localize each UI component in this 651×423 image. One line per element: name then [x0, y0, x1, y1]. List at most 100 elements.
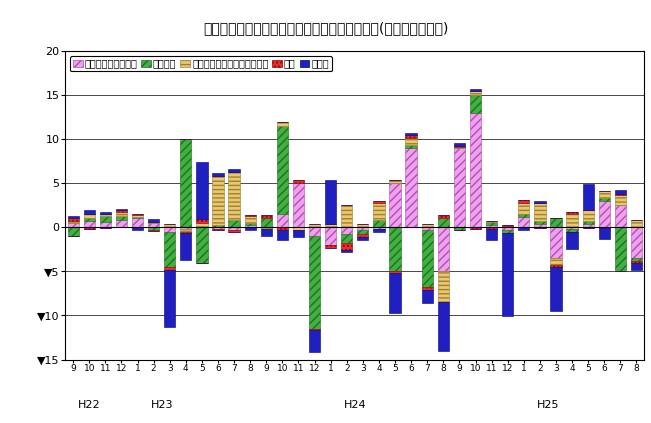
Bar	[615, 195, 626, 205]
Bar	[100, 216, 111, 222]
Bar	[422, 287, 433, 290]
Bar	[470, 113, 481, 227]
Bar	[486, 225, 497, 227]
Bar	[100, 222, 111, 227]
Bar	[309, 236, 320, 329]
Bar	[116, 216, 127, 220]
Bar	[470, 89, 481, 91]
Bar	[277, 122, 288, 126]
Bar	[518, 203, 529, 214]
Bar	[68, 227, 79, 236]
Bar	[245, 225, 256, 227]
Bar	[373, 220, 385, 227]
Bar	[229, 230, 240, 232]
Bar	[437, 215, 449, 218]
Bar	[357, 234, 368, 237]
Bar	[341, 227, 352, 234]
Bar	[116, 220, 127, 227]
Bar	[212, 176, 224, 225]
Bar	[534, 201, 546, 203]
Bar	[534, 221, 546, 224]
Bar	[260, 227, 272, 228]
Bar	[212, 173, 224, 176]
Bar	[164, 269, 175, 327]
Bar	[245, 227, 256, 230]
Bar	[116, 211, 127, 212]
Bar	[550, 265, 562, 267]
Bar	[180, 227, 191, 229]
Bar	[100, 212, 111, 214]
Bar	[486, 227, 497, 229]
Bar	[293, 227, 304, 230]
Bar	[502, 233, 514, 316]
Bar	[437, 302, 449, 351]
Bar	[180, 139, 191, 227]
Bar	[245, 223, 256, 225]
Bar	[357, 227, 368, 230]
Bar	[309, 329, 320, 330]
Bar	[437, 227, 449, 271]
Bar	[389, 180, 400, 183]
Bar	[470, 227, 481, 229]
Bar	[229, 220, 240, 227]
Bar	[83, 227, 95, 229]
Bar	[196, 219, 208, 223]
Bar	[164, 224, 175, 227]
Legend: 電子部品・デバイス, 輸送機械, はん用・生産用・業務用機械, 化学, その他: 電子部品・デバイス, 輸送機械, はん用・生産用・業務用機械, 化学, その他	[70, 55, 332, 71]
Bar	[325, 227, 337, 245]
Bar	[534, 227, 546, 228]
Bar	[566, 214, 577, 227]
Text: H24: H24	[344, 400, 366, 410]
Bar	[470, 95, 481, 113]
Bar	[566, 212, 577, 214]
Bar	[260, 215, 272, 218]
Bar	[132, 217, 143, 218]
Bar	[68, 221, 79, 223]
Bar	[357, 224, 368, 227]
Bar	[229, 227, 240, 230]
Bar	[325, 180, 337, 224]
Bar	[245, 216, 256, 223]
Bar	[454, 148, 465, 227]
Bar	[373, 229, 385, 232]
Bar	[245, 215, 256, 216]
Bar	[470, 91, 481, 95]
Bar	[373, 203, 385, 220]
Bar	[164, 232, 175, 267]
Bar	[631, 258, 642, 261]
Bar	[277, 230, 288, 240]
Bar	[132, 218, 143, 227]
Bar	[260, 218, 272, 227]
Bar	[422, 224, 433, 227]
Bar	[406, 135, 417, 138]
Bar	[132, 214, 143, 215]
Bar	[615, 190, 626, 194]
Bar	[309, 227, 320, 236]
Bar	[212, 225, 224, 227]
Bar	[599, 228, 610, 239]
Bar	[550, 218, 562, 227]
Bar	[389, 227, 400, 271]
Bar	[212, 227, 224, 229]
Bar	[406, 133, 417, 135]
Bar	[180, 233, 191, 260]
Bar	[68, 223, 79, 227]
Bar	[406, 138, 417, 145]
Bar	[293, 180, 304, 183]
Bar	[68, 216, 79, 217]
Bar	[148, 230, 159, 231]
Bar	[583, 224, 594, 227]
Bar	[260, 228, 272, 229]
Bar	[454, 227, 465, 230]
Bar	[309, 224, 320, 227]
Bar	[116, 212, 127, 216]
Bar	[615, 205, 626, 227]
Bar	[454, 147, 465, 148]
Bar	[83, 221, 95, 227]
Bar	[196, 226, 208, 227]
Text: H22: H22	[78, 400, 100, 410]
Bar	[277, 126, 288, 214]
Bar	[148, 222, 159, 223]
Bar	[615, 227, 626, 271]
Bar	[566, 229, 577, 232]
